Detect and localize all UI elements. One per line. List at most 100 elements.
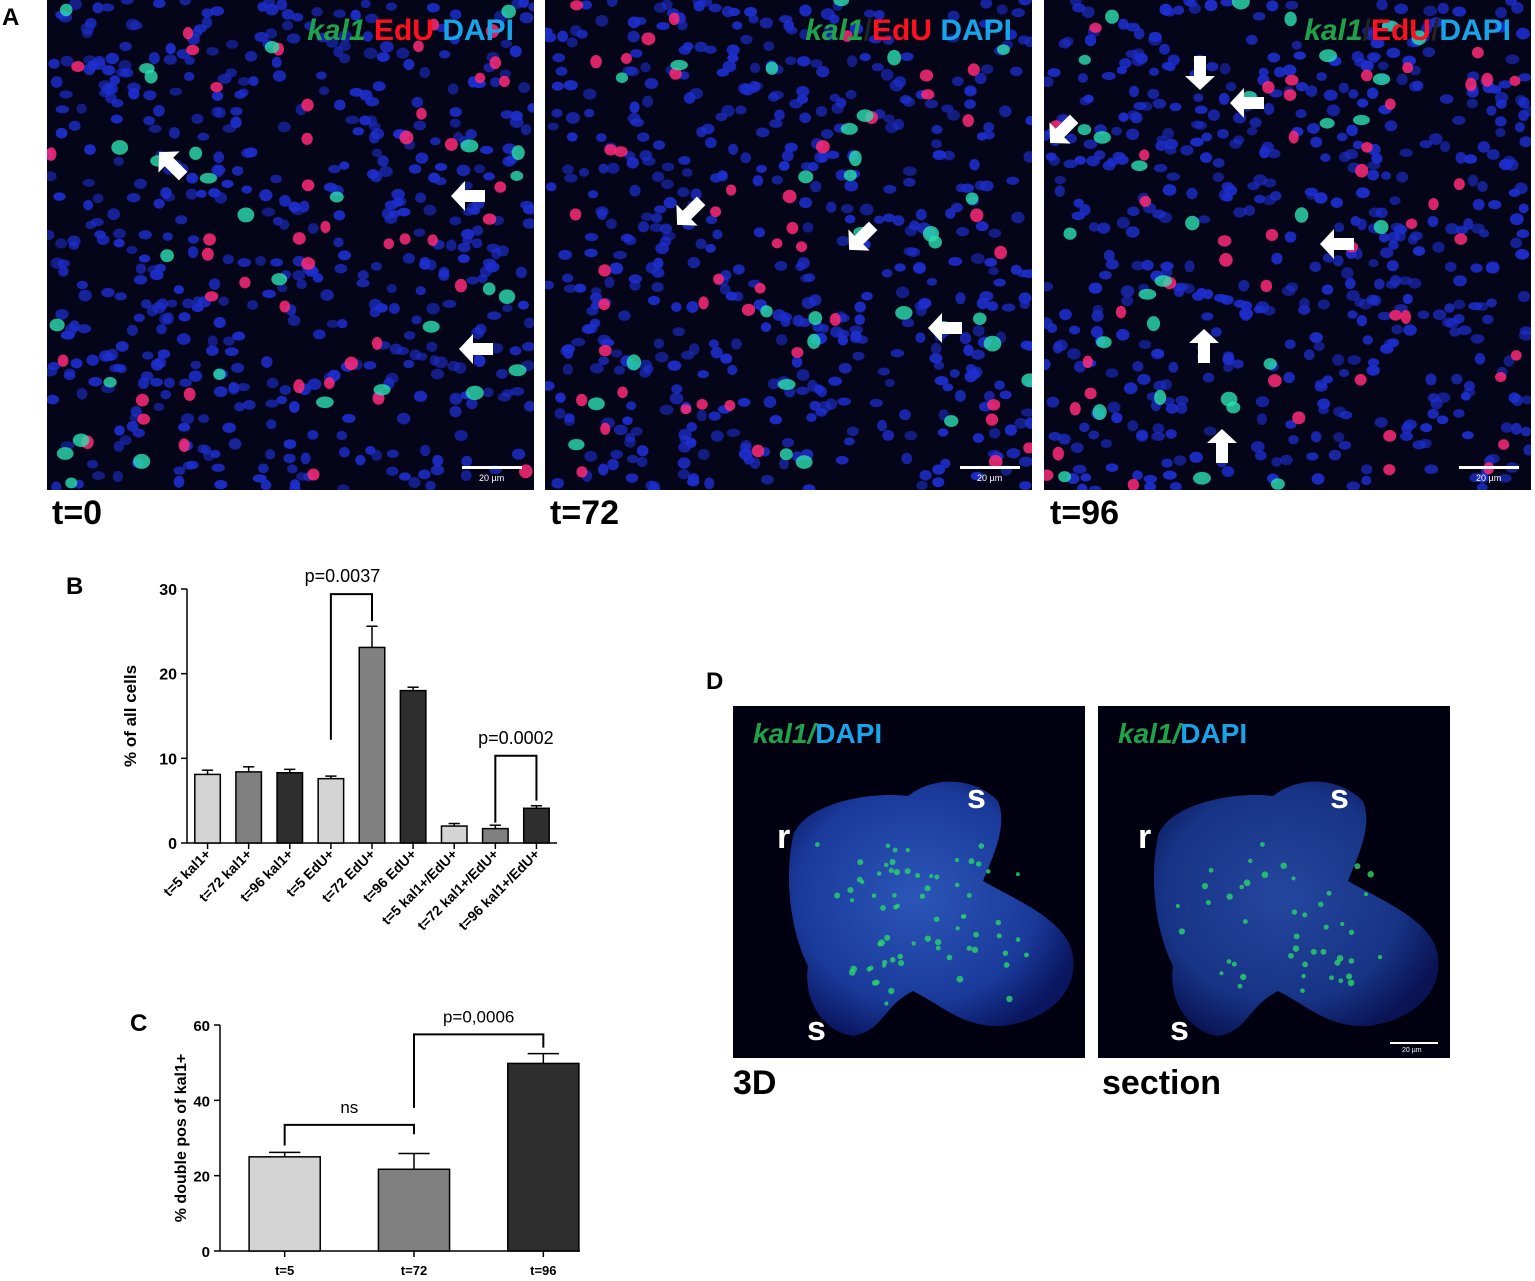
time-label: t=72 <box>550 494 619 532</box>
arrow-overlay <box>676 196 962 343</box>
arrow-icon <box>676 196 706 226</box>
kal1-label: kal1 <box>1304 14 1363 47</box>
channel-legend: kal1/EdU DAPI <box>805 14 1012 48</box>
scale-bar <box>960 466 1020 469</box>
kal1-label: kal1/ <box>1118 718 1181 749</box>
tissue-render <box>1153 781 1439 1036</box>
dapi-label: DAPI <box>1439 14 1511 47</box>
y-tick-label: 60 <box>193 1018 210 1035</box>
arrow-icon <box>1185 56 1215 90</box>
region-label-r: r <box>777 818 791 856</box>
bar <box>522 807 550 844</box>
scale-text: 20 µm <box>1476 473 1502 483</box>
panel-c-letter: C <box>130 1010 148 1037</box>
edu-label: EdU <box>1370 14 1431 47</box>
micrograph-t0: kal1 EdU DAPI 20 µm <box>47 0 534 490</box>
significance-bracket <box>329 593 373 740</box>
y-tick-label: 40 <box>193 1093 210 1110</box>
edu-label: EdU <box>373 14 434 47</box>
arrow-icon <box>928 313 962 343</box>
arrow-overlay <box>158 151 493 364</box>
y-tick-label: 20 <box>193 1169 210 1186</box>
panel-d-letter: D <box>706 668 724 695</box>
scale-text: 20 µm <box>1402 1047 1422 1054</box>
kal1-label: kal1/ <box>753 718 816 749</box>
dapi-label: DAPI <box>1180 718 1248 749</box>
micrograph-3d: kal1/DAPI r s s <box>733 706 1085 1058</box>
dapi-label: DAPI <box>815 718 883 749</box>
bar <box>248 1156 321 1252</box>
arrow-icon <box>848 221 878 251</box>
bar <box>399 689 427 844</box>
region-label-s: s <box>1170 1010 1189 1048</box>
significance-bracket <box>413 1033 545 1108</box>
bar <box>377 1168 451 1252</box>
cell-nuclei-field <box>47 0 534 490</box>
channel-legend: kal1/EdU/DAPI <box>1304 14 1511 48</box>
kal1-label: kal1 <box>805 14 864 47</box>
x-tick-label: t=72 <box>401 1263 427 1278</box>
separator: / <box>1430 14 1440 47</box>
time-label: t=96 <box>1050 494 1119 532</box>
caption-section: section <box>1102 1064 1222 1102</box>
kal1-label: kal1 <box>307 14 366 47</box>
significance-bracket <box>494 754 538 823</box>
arrow-icon <box>1230 88 1264 118</box>
separator: / <box>1362 14 1371 47</box>
scale-text: 20 µm <box>977 473 1003 483</box>
x-tick-label: t=5 <box>275 1263 294 1278</box>
separator: / <box>863 14 872 47</box>
y-axis-label: % of all cells <box>121 665 140 767</box>
bar <box>317 777 345 844</box>
arrow-icon <box>451 181 485 211</box>
arrow-icon <box>158 151 188 181</box>
dapi-label: DAPI <box>940 14 1012 47</box>
bar <box>507 1062 580 1252</box>
significance-label: p=0.0037 <box>305 566 381 586</box>
channel-legend: kal1 EdU DAPI <box>307 14 514 48</box>
region-label-s: s <box>807 1010 826 1048</box>
micrograph-t72: kal1/EdU DAPI 20 µm <box>545 0 1032 490</box>
y-tick-label: 20 <box>159 667 177 684</box>
edu-label: EdU <box>871 14 932 47</box>
bar <box>276 771 304 844</box>
channel-legend: kal1/DAPI <box>1118 718 1247 750</box>
x-tick-label: t=96 <box>530 1263 556 1278</box>
bar <box>194 773 222 844</box>
cell-nuclei-field <box>545 0 1032 490</box>
panel-b-letter: B <box>66 573 84 600</box>
dapi-label: DAPI <box>442 14 514 47</box>
significance-bracket <box>283 1123 415 1146</box>
tissue-shape <box>1153 781 1439 1036</box>
y-tick-label: 30 <box>159 582 177 599</box>
arrow-icon <box>1320 229 1354 259</box>
region-label-s: s <box>967 778 986 816</box>
scale-bar <box>462 466 522 469</box>
bar <box>481 827 509 844</box>
bar <box>358 646 386 844</box>
time-label: t=0 <box>52 494 103 532</box>
y-tick-label: 0 <box>168 836 177 853</box>
scale-text: 20 µm <box>479 473 505 483</box>
scale-bar <box>1390 1042 1438 1044</box>
y-tick-label: 0 <box>202 1244 210 1261</box>
scale-bar <box>1459 466 1519 469</box>
y-tick-label: 10 <box>159 751 177 768</box>
bar <box>440 825 468 844</box>
arrow-overlay <box>1049 56 1354 463</box>
channel-legend: kal1/DAPI <box>753 718 882 750</box>
y-axis-label: % double pos of kal1+ <box>173 1054 190 1222</box>
arrow-icon <box>1207 429 1237 463</box>
arrow-icon <box>459 334 493 364</box>
arrow-icon <box>1189 329 1219 363</box>
panel-a-letter: A <box>2 4 20 31</box>
bar <box>235 771 263 844</box>
caption-3d: 3D <box>733 1064 777 1102</box>
region-label-s: s <box>1330 778 1349 816</box>
micrograph-t96: kal1/EdU/DAPI 20 µm <box>1044 0 1531 490</box>
significance-label: ns <box>340 1098 358 1117</box>
significance-label: p=0,0006 <box>443 1007 514 1026</box>
arrow-icon <box>1049 114 1079 144</box>
significance-label: p=0.0002 <box>478 728 554 748</box>
